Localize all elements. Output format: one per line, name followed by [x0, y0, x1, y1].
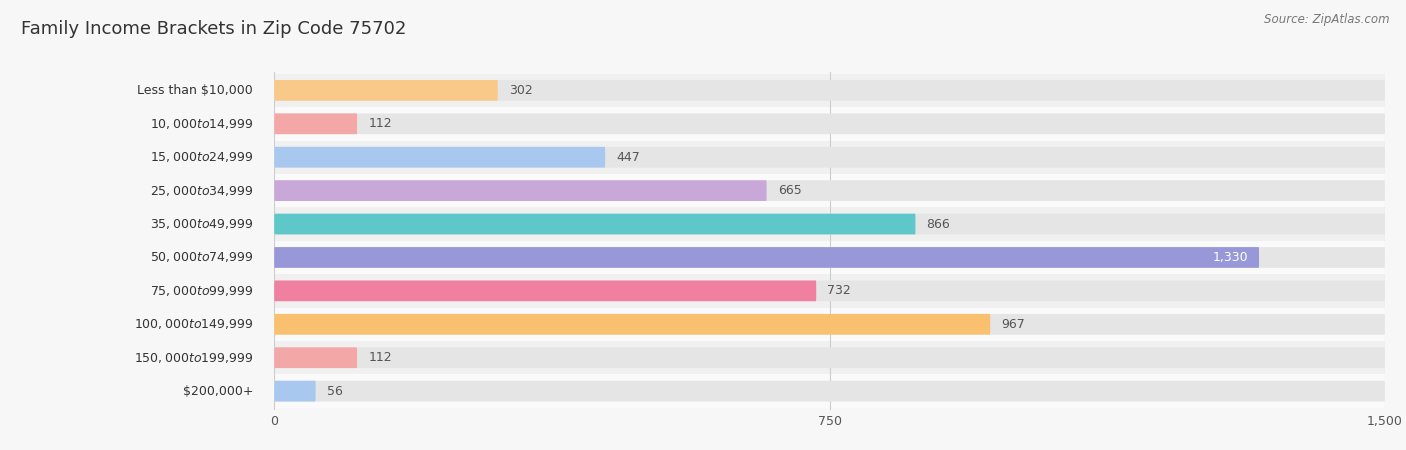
Text: 967: 967: [1001, 318, 1025, 331]
Text: $15,000 to $24,999: $15,000 to $24,999: [149, 150, 253, 164]
Text: $50,000 to $74,999: $50,000 to $74,999: [149, 251, 253, 265]
FancyBboxPatch shape: [274, 241, 1385, 274]
FancyBboxPatch shape: [274, 74, 1385, 107]
FancyBboxPatch shape: [274, 174, 1385, 207]
FancyBboxPatch shape: [274, 381, 1385, 401]
FancyBboxPatch shape: [274, 314, 990, 335]
Text: 112: 112: [368, 351, 392, 364]
Text: 447: 447: [616, 151, 640, 164]
Text: $75,000 to $99,999: $75,000 to $99,999: [149, 284, 253, 298]
FancyBboxPatch shape: [274, 147, 605, 167]
Text: $35,000 to $49,999: $35,000 to $49,999: [149, 217, 253, 231]
Text: $100,000 to $149,999: $100,000 to $149,999: [134, 317, 253, 331]
FancyBboxPatch shape: [274, 214, 1385, 234]
FancyBboxPatch shape: [274, 374, 1385, 408]
FancyBboxPatch shape: [274, 274, 1385, 308]
Text: 665: 665: [778, 184, 801, 197]
FancyBboxPatch shape: [274, 247, 1385, 268]
FancyBboxPatch shape: [274, 381, 315, 401]
Text: 866: 866: [927, 217, 950, 230]
FancyBboxPatch shape: [274, 347, 1385, 368]
Text: $25,000 to $34,999: $25,000 to $34,999: [149, 184, 253, 198]
Text: $150,000 to $199,999: $150,000 to $199,999: [134, 351, 253, 364]
Text: 112: 112: [368, 117, 392, 130]
FancyBboxPatch shape: [274, 280, 1385, 301]
Text: 732: 732: [827, 284, 851, 297]
FancyBboxPatch shape: [274, 280, 817, 301]
FancyBboxPatch shape: [274, 308, 1385, 341]
Text: Family Income Brackets in Zip Code 75702: Family Income Brackets in Zip Code 75702: [21, 20, 406, 38]
FancyBboxPatch shape: [274, 247, 1258, 268]
FancyBboxPatch shape: [274, 80, 498, 101]
FancyBboxPatch shape: [274, 107, 1385, 140]
FancyBboxPatch shape: [274, 314, 1385, 335]
FancyBboxPatch shape: [274, 214, 915, 234]
FancyBboxPatch shape: [274, 147, 1385, 167]
Text: 302: 302: [509, 84, 533, 97]
Text: 56: 56: [326, 385, 343, 398]
FancyBboxPatch shape: [274, 180, 1385, 201]
Text: Source: ZipAtlas.com: Source: ZipAtlas.com: [1264, 13, 1389, 26]
FancyBboxPatch shape: [274, 113, 357, 134]
FancyBboxPatch shape: [274, 341, 1385, 374]
Text: $10,000 to $14,999: $10,000 to $14,999: [149, 117, 253, 131]
FancyBboxPatch shape: [274, 180, 766, 201]
FancyBboxPatch shape: [274, 113, 1385, 134]
Text: 1,330: 1,330: [1212, 251, 1249, 264]
FancyBboxPatch shape: [274, 140, 1385, 174]
FancyBboxPatch shape: [274, 207, 1385, 241]
Text: Less than $10,000: Less than $10,000: [138, 84, 253, 97]
Text: $200,000+: $200,000+: [183, 385, 253, 398]
FancyBboxPatch shape: [274, 347, 357, 368]
FancyBboxPatch shape: [274, 80, 1385, 101]
